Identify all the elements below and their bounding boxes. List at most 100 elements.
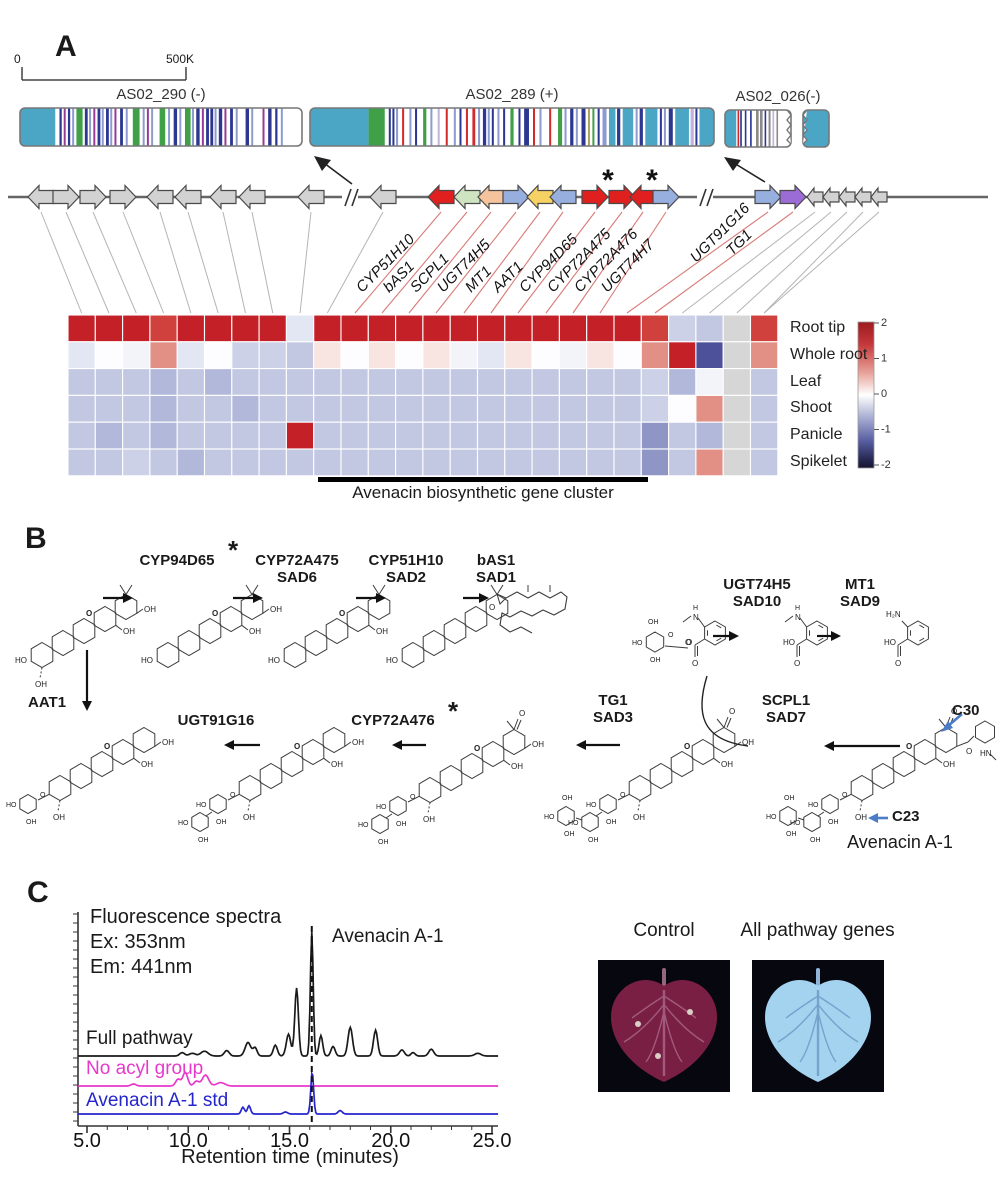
heatmap-cell <box>695 421 724 450</box>
heatmap-cell <box>449 448 479 477</box>
heatmap-cell <box>340 314 369 343</box>
gene-arrow-gy <box>52 184 80 210</box>
c30-arrow <box>947 713 963 727</box>
heatmap-cell <box>749 314 779 343</box>
structure-beta-amyrin: HO <box>386 584 509 669</box>
leader-line-cluster <box>572 211 644 314</box>
gene-arrow-org <box>477 184 505 210</box>
colorbar-tick: 0 <box>881 388 887 400</box>
svg-text:OH: OH <box>352 738 364 747</box>
heatmap-cell <box>313 394 342 423</box>
heatmap-cell <box>531 394 560 423</box>
gene-arrow-gy <box>146 184 174 210</box>
heatmap-cell <box>313 368 342 396</box>
svg-text:HO: HO <box>6 802 17 809</box>
heatmap-cell <box>613 421 642 450</box>
heatmap-cell <box>476 341 506 370</box>
heatmap-cell <box>149 314 178 343</box>
heatmap-cell <box>722 314 752 343</box>
heatmap-cell <box>231 314 260 343</box>
gene-arrow-red <box>581 184 609 210</box>
heatmap-cell <box>313 448 342 477</box>
svg-text:OH: OH <box>270 605 282 614</box>
svg-text:HO: HO <box>141 656 153 665</box>
svg-text:O: O <box>294 742 300 751</box>
svg-text:OH: OH <box>423 815 435 824</box>
heatmap-cell <box>449 314 479 343</box>
svg-text:O: O <box>684 742 690 751</box>
trace-label-no-acyl: No acyl group <box>86 1058 204 1079</box>
panel-a-letter: A <box>55 30 77 63</box>
heatmap-cell <box>231 421 260 450</box>
heatmap-cell <box>285 368 315 396</box>
svg-text:OH: OH <box>249 627 261 636</box>
peak-annotation: Avenacin A-1 <box>332 926 444 947</box>
heatmap-cell <box>476 314 506 343</box>
sequence-gap-wave <box>802 109 808 145</box>
heatmap-cell <box>94 341 124 370</box>
x-tick-label: 10.0 <box>169 1130 208 1152</box>
svg-text:OH: OH <box>198 837 209 844</box>
heatmap-cell <box>749 448 779 477</box>
svg-text:O: O <box>212 609 218 618</box>
heatmap-cell <box>640 394 670 423</box>
svg-text:O: O <box>474 744 480 753</box>
enzyme-sad10: SAD10 <box>732 593 782 610</box>
heatmap-cell <box>668 421 697 450</box>
heatmap-cell <box>395 394 424 423</box>
chromosome-name-290: AS02_290 (-) <box>116 86 206 103</box>
gene-arrow-gy <box>238 184 266 210</box>
leader-line-cluster <box>354 211 442 314</box>
gene-arrow-blu <box>754 184 782 210</box>
heatmap-cell <box>449 368 479 396</box>
structure-bisglycoside-aldehyde: O OH OH O OH O OH HO OH HO <box>358 709 544 846</box>
svg-text:O: O <box>685 638 691 647</box>
chromosome-bar <box>803 110 829 147</box>
leader-line <box>122 211 165 314</box>
heatmap-cell <box>367 314 397 343</box>
svg-text:OH: OH <box>511 762 523 771</box>
heatmap-cell <box>122 421 151 450</box>
enzyme-sad7: SAD7 <box>765 709 806 726</box>
heatmap-cell <box>231 341 260 370</box>
enzyme-cyp94d65: CYP94D65 <box>139 552 215 569</box>
heatmap-cell <box>476 448 506 477</box>
gene-arrow-yel <box>526 184 554 210</box>
x-tick-label: 25.0 <box>473 1130 512 1152</box>
heatmap-cell <box>203 394 233 423</box>
chromosome-bar <box>310 108 714 146</box>
leaf-photo-control <box>598 960 730 1092</box>
leader-line-cluster <box>381 211 468 314</box>
heatmap-cell <box>149 394 178 423</box>
svg-text:O: O <box>966 747 972 756</box>
heatmap-cell <box>313 314 342 343</box>
heatmap-cell <box>668 314 697 343</box>
svg-text:N: N <box>693 613 699 622</box>
heatmap-cell <box>668 368 697 396</box>
leader-line-cluster <box>490 211 564 314</box>
gene-arrow-red <box>608 184 636 210</box>
leaf-photo-all-pathway-genes <box>752 960 884 1092</box>
svg-text:OH: OH <box>588 837 599 844</box>
heatmap-cell <box>149 368 178 396</box>
colorbar-tick: -1 <box>881 424 891 436</box>
svg-text:OH: OH <box>810 837 821 844</box>
enzyme-ugt91g16: UGT91G16 <box>177 712 255 729</box>
heatmap-cell <box>668 448 697 477</box>
enzyme-sad1: SAD1 <box>475 569 516 586</box>
svg-text:OH: OH <box>784 795 795 802</box>
heatmap-cell <box>695 394 724 423</box>
svg-text:HO: HO <box>386 656 398 665</box>
leaf-title-all-genes: All pathway genes <box>740 920 895 941</box>
svg-text:O: O <box>489 603 495 612</box>
heatmap-cell <box>695 314 724 343</box>
gene-arrow-gy-small <box>822 186 840 208</box>
svg-text:O: O <box>842 792 848 799</box>
zoom-connector-line <box>733 162 766 183</box>
heatmap-cell <box>749 421 779 450</box>
gene-arrow-gy-small <box>838 186 856 208</box>
heatmap-cell <box>367 421 397 450</box>
gene-arrow-gy-small <box>854 186 872 208</box>
heatmap-cell <box>94 394 124 423</box>
heatmap-cell <box>122 448 151 477</box>
